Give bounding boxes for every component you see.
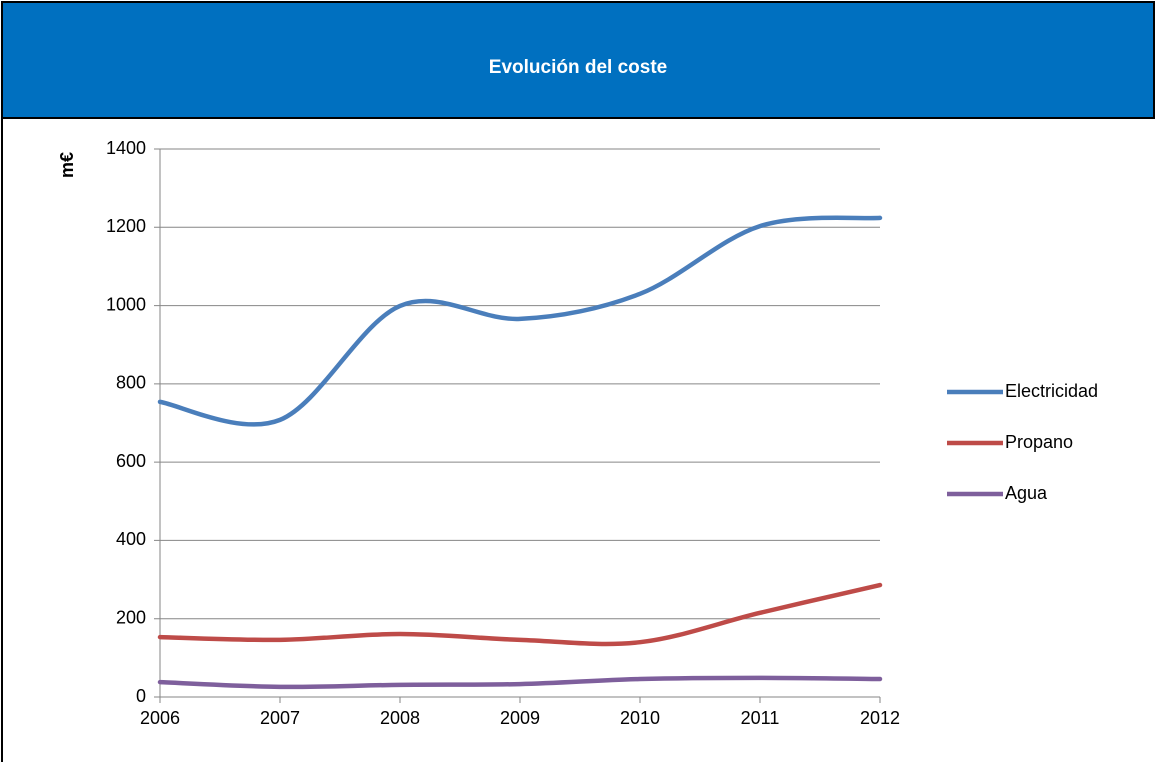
y-tick-label: 0	[136, 686, 146, 706]
x-tick-label: 2009	[500, 708, 540, 728]
x-tick-label: 2010	[620, 708, 660, 728]
series-line	[157, 582, 883, 647]
y-tick-label: 1400	[106, 138, 146, 158]
legend-label: Electricidad	[1005, 381, 1098, 401]
x-tick-label: 2012	[860, 708, 900, 728]
y-axis-label: m€	[57, 152, 77, 178]
x-tick-label: 2007	[260, 708, 300, 728]
y-tick-label: 200	[116, 607, 146, 627]
legend-label: Agua	[1005, 483, 1048, 503]
y-tick-label: 1200	[106, 216, 146, 236]
x-tick-label: 2011	[741, 708, 780, 728]
series-line	[157, 215, 883, 427]
chart-title: Evolución del coste	[489, 57, 667, 78]
x-tick-label: 2008	[380, 708, 420, 728]
y-tick-label: 600	[116, 451, 146, 471]
y-tick-label: 1000	[106, 294, 146, 314]
header-band	[1, 1, 1155, 119]
x-tick-label: 2006	[140, 708, 180, 728]
y-tick-label: 800	[116, 373, 146, 393]
legend-label: Propano	[1005, 432, 1073, 452]
y-tick-label: 400	[116, 529, 146, 549]
series-line	[157, 675, 883, 690]
